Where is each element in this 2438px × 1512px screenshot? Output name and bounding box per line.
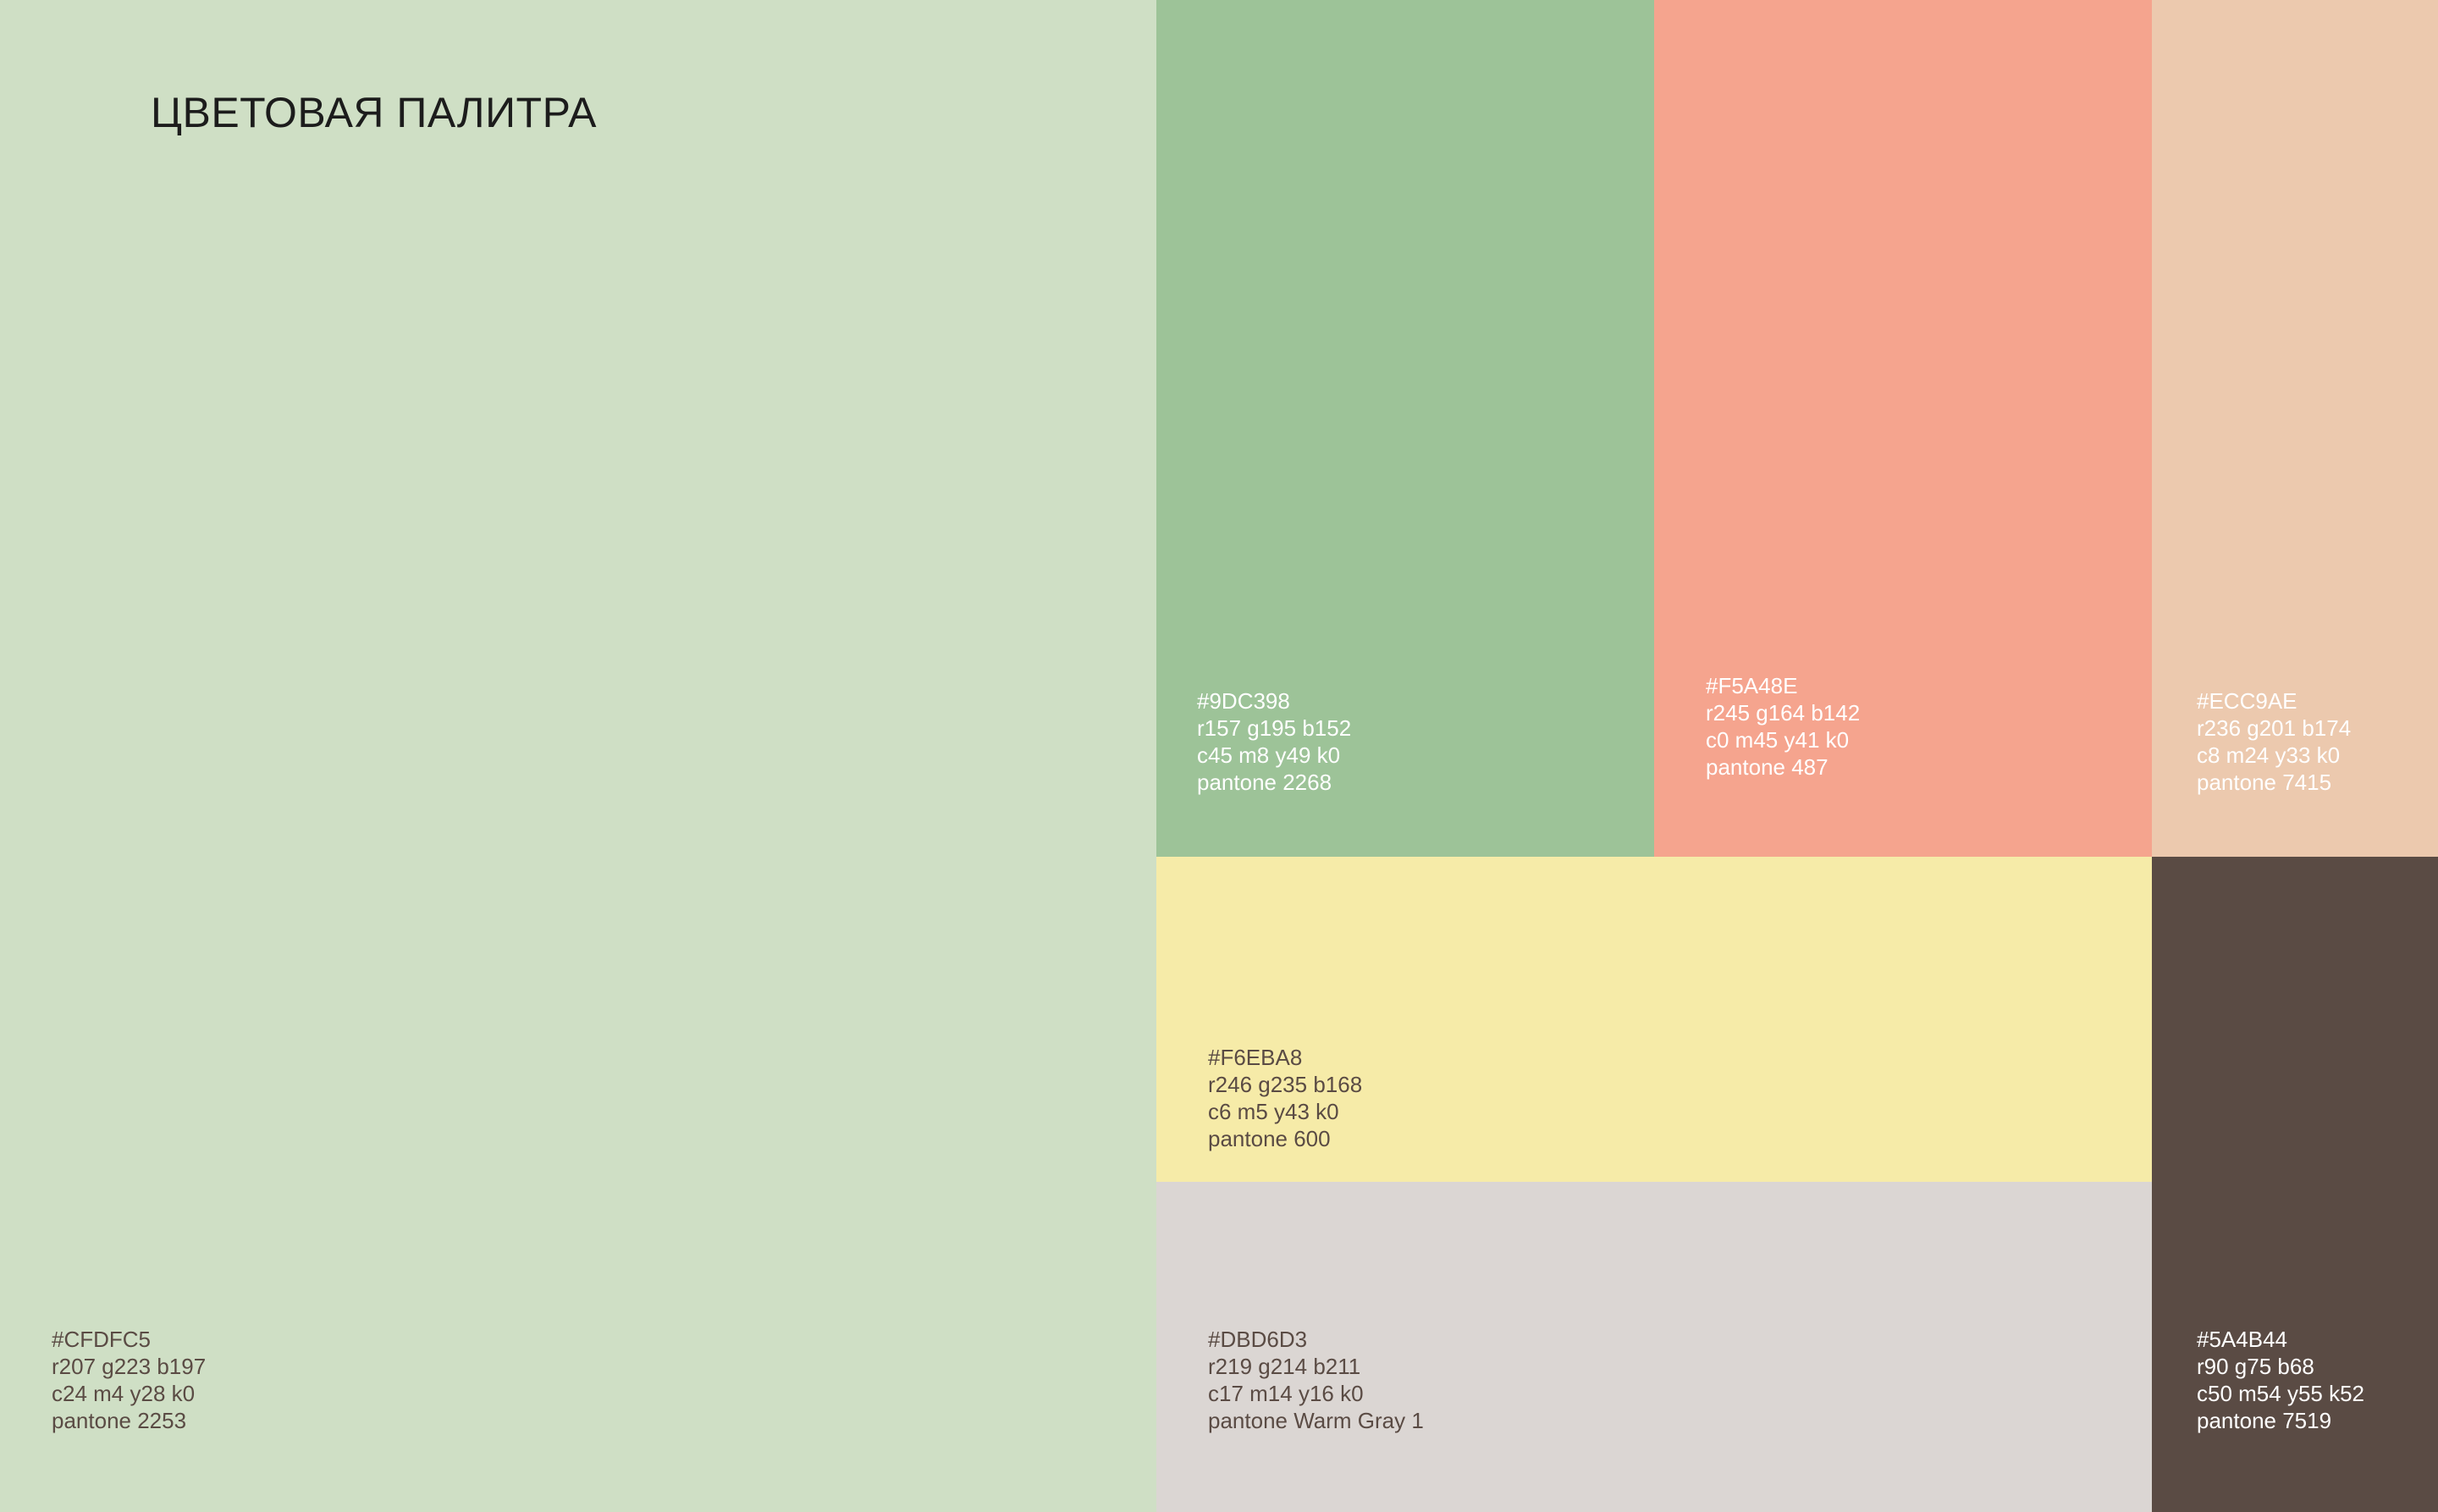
pantone-code: pantone 600 — [1208, 1126, 1331, 1151]
swatch-green — [1156, 0, 1654, 857]
swatch-warm-gray — [1156, 1182, 2152, 1512]
rgb-values: r90 g75 b68 — [2197, 1354, 2314, 1379]
hex-code: #ECC9AE — [2197, 688, 2297, 714]
hex-code: #CFDFC5 — [52, 1327, 152, 1352]
rgb-values: r207 g223 b197 — [52, 1354, 207, 1379]
rgb-values: r219 g214 b211 — [1208, 1354, 1361, 1379]
swatch-label: #F5A48E r245 g164 b142 c0 m45 y41 k0 pan… — [1706, 672, 1860, 781]
hex-code: #5A4B44 — [2197, 1327, 2287, 1352]
swatch-brown — [2152, 857, 2438, 1512]
swatch-label: #DBD6D3 r219 g214 b211 c17 m14 y16 k0 pa… — [1208, 1326, 1424, 1434]
rgb-values: r245 g164 b142 — [1706, 700, 1861, 726]
pantone-code: pantone 7415 — [2197, 770, 2332, 795]
rgb-values: r236 g201 b174 — [2197, 715, 2352, 741]
hex-code: #9DC398 — [1197, 688, 1290, 714]
cmyk-values: c50 m54 y55 k52 — [2197, 1381, 2365, 1406]
rgb-values: r157 g195 b152 — [1197, 715, 1352, 741]
cmyk-values: c0 m45 y41 k0 — [1706, 727, 1850, 753]
swatch-peach — [2152, 0, 2438, 857]
pantone-code: pantone Warm Gray 1 — [1208, 1408, 1424, 1433]
pantone-code: pantone 2268 — [1197, 770, 1332, 795]
cmyk-values: c45 m8 y49 k0 — [1197, 742, 1341, 768]
cmyk-values: c17 m14 y16 k0 — [1208, 1381, 1364, 1406]
swatch-salmon — [1654, 0, 2152, 857]
cmyk-values: c24 m4 y28 k0 — [52, 1381, 196, 1406]
hex-code: #F5A48E — [1706, 673, 1798, 698]
hex-code: #DBD6D3 — [1208, 1327, 1308, 1352]
pantone-code: pantone 7519 — [2197, 1408, 2332, 1433]
rgb-values: r246 g235 b168 — [1208, 1072, 1363, 1097]
swatch-light-green — [0, 0, 1156, 1512]
swatch-label: #CFDFC5 r207 g223 b197 c24 m4 y28 k0 pan… — [52, 1326, 206, 1434]
swatch-label: #F6EBA8 r246 g235 b168 c6 m5 y43 k0 pant… — [1208, 1044, 1362, 1152]
swatch-label: #ECC9AE r236 g201 b174 c8 m24 y33 k0 pan… — [2197, 687, 2351, 796]
cmyk-values: c8 m24 y33 k0 — [2197, 742, 2341, 768]
pantone-code: pantone 487 — [1706, 754, 1828, 780]
hex-code: #F6EBA8 — [1208, 1045, 1303, 1070]
pantone-code: pantone 2253 — [52, 1408, 187, 1433]
swatch-yellow — [1156, 857, 2152, 1182]
swatch-label: #5A4B44 r90 g75 b68 c50 m54 y55 k52 pant… — [2197, 1326, 2364, 1434]
swatch-label: #9DC398 r157 g195 b152 c45 m8 y49 k0 pan… — [1197, 687, 1351, 796]
page-title: ЦВЕТОВАЯ ПАЛИТРА — [151, 89, 597, 136]
cmyk-values: c6 m5 y43 k0 — [1208, 1099, 1339, 1124]
